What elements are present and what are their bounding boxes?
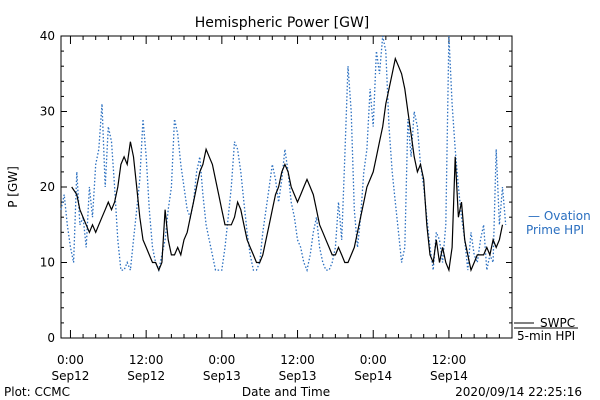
legend-swpc-line2: 5-min HPI <box>517 329 575 343</box>
y-tick-label: 40 <box>40 29 55 43</box>
legend-ovation-line2: Prime HPI <box>526 223 584 237</box>
legend-ovation: — Ovation Prime HPI <box>526 209 591 237</box>
series-layer <box>60 35 507 273</box>
x-tick-label-date: Sep12 <box>52 369 90 383</box>
y-tick-label: 10 <box>40 256 55 270</box>
x-axis-ticks: 0:00 Sep12 12:00 Sep12 0:00 Sep13 12:00 Sep13 0:… <box>52 36 513 383</box>
x-axis-label: Date and Time <box>242 385 330 399</box>
x-tick-label-date: Sep14 <box>430 369 468 383</box>
x-tick-label-time: 0:00 <box>360 353 387 367</box>
chart-title: Hemispheric Power [GW] <box>195 15 370 31</box>
series-line-swpc <box>71 56 504 273</box>
x-tick-label-time: 0:00 <box>208 353 235 367</box>
x-tick-label-time: 12:00 <box>280 353 315 367</box>
y-tick-label: 20 <box>40 180 55 194</box>
x-tick-label-date: Sep12 <box>127 369 165 383</box>
x-tick-label-time: 0:00 <box>57 353 84 367</box>
x-tick-label-date: Sep13 <box>203 369 241 383</box>
plot-frame <box>60 35 513 339</box>
x-tick-label-date: Sep14 <box>354 369 392 383</box>
footer-plot-source: Plot: CCMC <box>4 385 70 399</box>
x-tick-label-time: 12:00 <box>432 353 467 367</box>
y-axis-ticks: 0 10 20 30 40 <box>40 29 512 345</box>
legend-ovation-line1: — Ovation <box>528 209 591 223</box>
legend-swpc-line1: SWPC <box>540 316 575 330</box>
legend-swpc: SWPC 5-min HPI <box>514 316 578 343</box>
x-tick-label-date: Sep13 <box>279 369 317 383</box>
y-tick-label: 0 <box>47 331 55 345</box>
y-tick-label: 30 <box>40 105 55 119</box>
x-tick-label-time: 12:00 <box>129 353 164 367</box>
y-axis-label: P [GW] <box>6 166 20 208</box>
footer-timestamp: 2020/09/14 22:25:16 <box>455 385 582 399</box>
series-line-ovation <box>60 35 507 273</box>
